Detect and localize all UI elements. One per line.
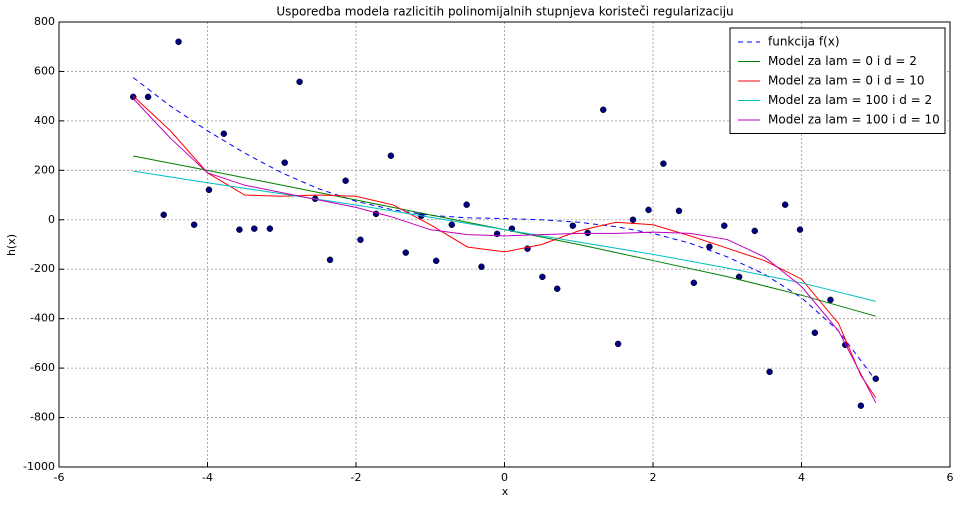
plot-frame — [58, 21, 951, 468]
x-tick-label: -6 — [54, 471, 65, 484]
data-point — [432, 257, 440, 265]
legend-label: funkcija f(x) — [768, 35, 840, 49]
y-tick-label: -200 — [30, 262, 55, 275]
x-tick-label: 2 — [650, 471, 657, 484]
legend-label: Model za lam = 100 i d = 10 — [768, 113, 940, 127]
data-point — [402, 249, 409, 256]
data-point — [690, 279, 698, 287]
data-point — [811, 329, 819, 337]
y-tick-label: 200 — [34, 163, 55, 176]
data-point — [660, 160, 667, 167]
data-point — [190, 221, 198, 228]
data-point — [872, 375, 879, 382]
series-line — [133, 170, 876, 302]
data-point — [781, 201, 789, 208]
data-point — [614, 340, 622, 348]
series-line — [132, 77, 877, 381]
data-point — [236, 226, 243, 233]
y-axis-label: h(x) — [5, 234, 18, 256]
legend-label: Model za lam = 100 i d = 2 — [768, 93, 932, 107]
data-point — [463, 201, 470, 208]
data-point — [342, 177, 349, 184]
y-tick-label: 0 — [48, 213, 55, 226]
y-tick-label: -600 — [30, 361, 55, 374]
data-point — [675, 207, 683, 215]
data-point — [357, 236, 364, 244]
data-point — [796, 226, 804, 233]
data-point — [721, 222, 728, 229]
data-point — [296, 78, 303, 86]
y-tick-label: -800 — [30, 411, 55, 424]
data-point — [827, 296, 834, 304]
data-point — [326, 256, 334, 264]
data-point — [220, 130, 228, 137]
series-line — [132, 95, 877, 399]
y-tick-label: -1000 — [23, 460, 55, 473]
data-point — [569, 222, 577, 229]
data-point — [281, 159, 288, 166]
data-point — [553, 285, 561, 293]
series-line — [132, 98, 877, 403]
data-point — [266, 225, 274, 232]
data-point — [387, 152, 395, 159]
data-point — [857, 402, 865, 409]
data-point — [205, 186, 213, 194]
data-point — [478, 263, 485, 270]
legend-label: Model za lam = 0 i d = 10 — [768, 74, 925, 88]
data-point — [448, 221, 456, 228]
data-point — [130, 93, 137, 101]
data-point — [251, 225, 258, 232]
legend-label: Model za lam = 0 i d = 2 — [768, 54, 917, 68]
data-point — [144, 93, 152, 101]
x-tick-label: 4 — [798, 471, 805, 484]
data-point — [600, 106, 607, 114]
x-tick-label: -4 — [202, 471, 213, 484]
x-tick-label: 0 — [501, 471, 508, 484]
data-point — [629, 216, 637, 224]
data-point — [160, 211, 167, 219]
data-point — [766, 368, 773, 376]
data-point — [645, 206, 652, 214]
y-tick-label: 400 — [34, 114, 55, 127]
data-point — [706, 243, 713, 250]
data-point — [175, 38, 182, 46]
data-point — [539, 273, 546, 281]
x-tick-label: 6 — [947, 471, 954, 484]
x-axis-label: x — [502, 485, 509, 498]
y-tick-label: 800 — [34, 15, 55, 28]
legend-box — [729, 27, 946, 134]
y-tick-label: 600 — [34, 64, 55, 77]
x-tick-label: -2 — [351, 471, 362, 484]
data-point — [751, 227, 758, 235]
chart-title: Usporedba modela razlicitih polinomijaln… — [276, 5, 733, 19]
y-tick-label: -400 — [30, 312, 55, 325]
